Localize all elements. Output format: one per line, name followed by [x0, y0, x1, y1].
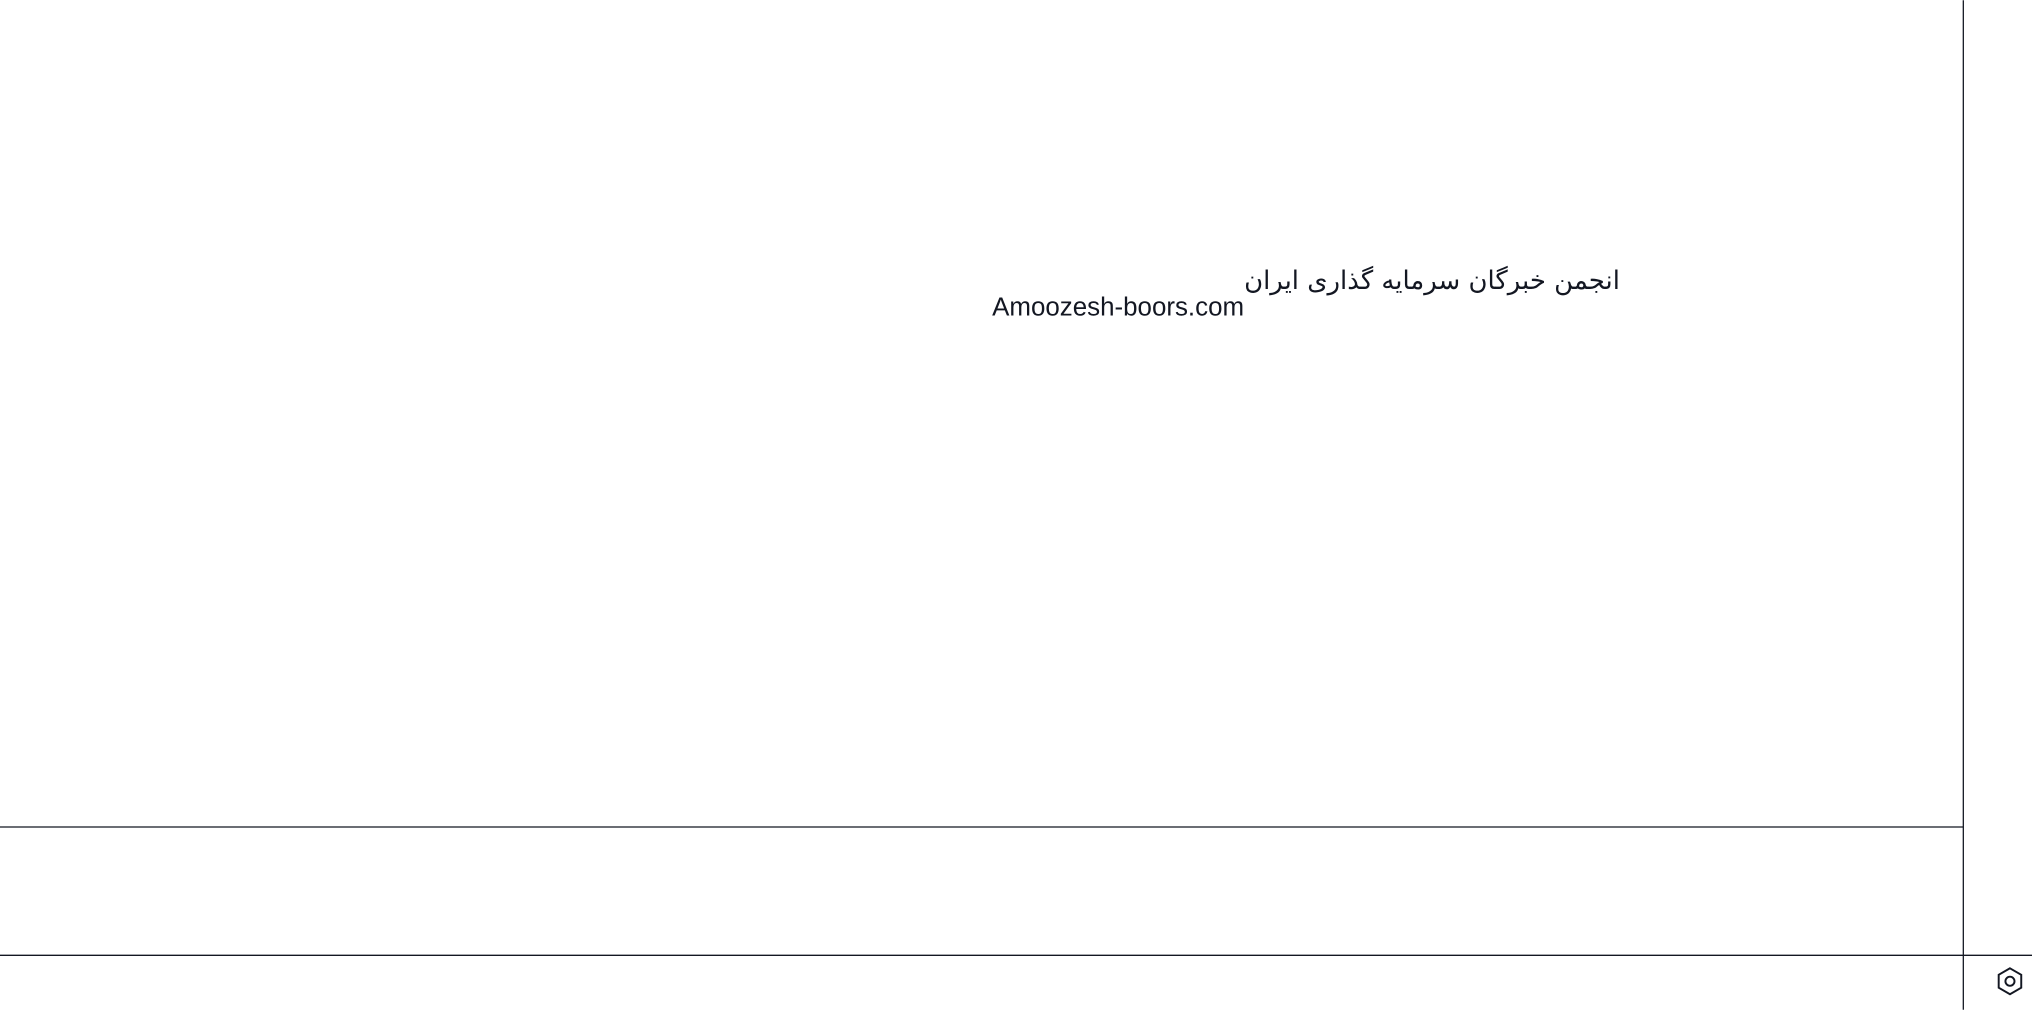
- settings-icon[interactable]: [1997, 967, 2023, 996]
- watermark-line: Amoozesh-boors.com: [992, 294, 1244, 322]
- settings-hexagon[interactable]: [1997, 967, 2023, 996]
- watermark: انجمن خبرگان سرمایه گذاری ایران Amoozesh…: [992, 265, 1620, 322]
- watermark-line: انجمن خبرگان سرمایه گذاری ایران: [1244, 265, 1620, 296]
- price-axis-panel: [1964, 0, 2032, 1010]
- settings-dot[interactable]: [2004, 975, 2016, 987]
